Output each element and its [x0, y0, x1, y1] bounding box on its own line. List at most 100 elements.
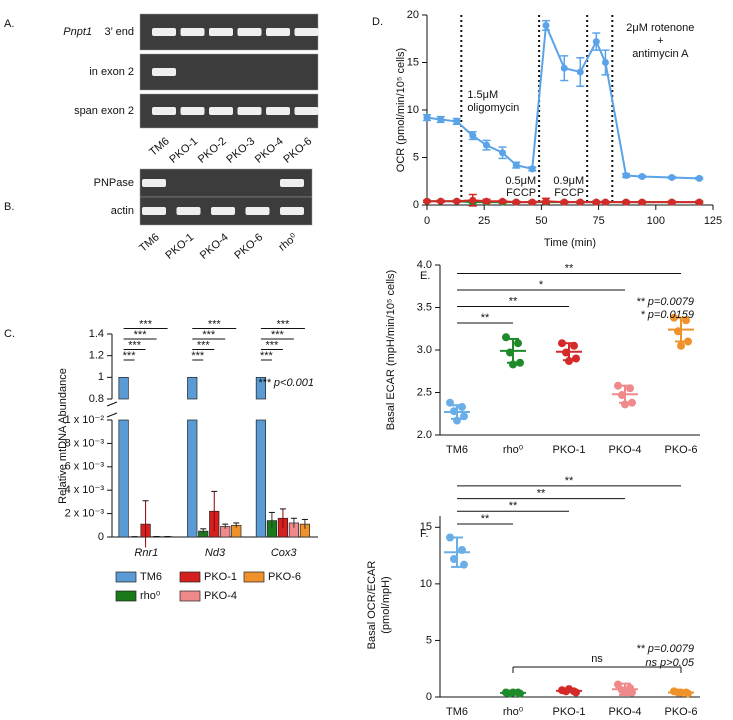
point	[668, 198, 676, 206]
bar	[187, 376, 198, 400]
x-tick-label: PKO-4	[608, 444, 641, 456]
gel-band	[266, 28, 290, 36]
x-tick-label: PKO-1	[552, 706, 585, 718]
significance-label: **	[509, 500, 518, 512]
panel-label: D.	[372, 16, 383, 28]
point	[622, 198, 630, 206]
point	[576, 198, 584, 206]
row-label: in exon 2	[89, 66, 134, 78]
point	[695, 174, 703, 182]
legend-label: PKO-4	[204, 590, 237, 602]
gel-band	[266, 107, 290, 115]
legend-label: PKO-6	[268, 571, 301, 583]
lane-label: PKO-1	[163, 231, 196, 261]
gel-band	[211, 207, 235, 215]
y-tick-label: 3.0	[417, 344, 432, 356]
point	[446, 533, 454, 542]
y-tick-label: 4.0	[417, 259, 432, 271]
point	[670, 313, 678, 322]
injection-label: antimycin A	[632, 48, 689, 60]
y-axis-title: Relative mtDNA Abundance	[57, 368, 69, 504]
point	[592, 198, 600, 206]
panel-label: E.	[420, 270, 430, 282]
bar	[255, 376, 267, 400]
significance-label: ***	[260, 350, 274, 362]
significance-label: ***	[202, 329, 216, 341]
gel-band	[294, 28, 319, 36]
legend-swatch	[179, 571, 201, 583]
y-tick-label: 2.0	[417, 429, 432, 441]
y-tick-label: 3.5	[417, 301, 432, 313]
significance-label: ***	[208, 318, 222, 330]
bar	[255, 419, 267, 538]
point	[469, 132, 477, 140]
injection-label: FCCP	[554, 187, 584, 199]
bar	[187, 419, 198, 538]
point	[668, 173, 676, 181]
legend-swatch	[243, 571, 265, 583]
lane-label: TM6	[137, 231, 162, 254]
significance-label: **	[565, 262, 574, 274]
point	[453, 197, 461, 205]
point	[423, 114, 431, 122]
bar	[118, 376, 129, 400]
axis-break	[106, 412, 118, 418]
point	[437, 197, 445, 205]
point	[622, 172, 630, 180]
x-tick-label: PKO-4	[608, 706, 641, 718]
point	[437, 116, 445, 123]
injection-label: 2μM rotenone	[626, 22, 694, 34]
lane-label: PKO-2	[196, 135, 229, 165]
legend-swatch	[179, 590, 201, 602]
significance-label: ***	[128, 339, 142, 351]
y-tick-label: 4 x 10⁻³	[65, 484, 105, 496]
x-tick-label: 50	[535, 215, 547, 227]
x-tick-label: PKO-6	[664, 706, 697, 718]
legend-swatch	[115, 571, 137, 583]
injection-label: 0.9μM	[553, 175, 584, 187]
legend-label: TM6	[140, 571, 162, 583]
panel-label: B.	[4, 201, 14, 213]
significance-label: ***	[197, 339, 211, 351]
group-label: ns	[591, 653, 603, 665]
y-tick-label: 2 x 10⁻³	[65, 508, 105, 520]
y-tick-label: 1	[98, 371, 104, 383]
y-tick-label: 0	[98, 531, 104, 543]
point	[614, 381, 622, 390]
point	[423, 197, 431, 205]
y-axis-title: (pmol/mpH)	[380, 576, 392, 633]
significance-label: **	[509, 295, 518, 307]
gel-band	[152, 107, 176, 115]
point	[514, 339, 522, 348]
lane-label: PKO-4	[198, 231, 231, 261]
x-tick-label: rho⁰	[503, 706, 524, 718]
point	[638, 173, 646, 180]
y-tick-label: 20	[407, 9, 419, 21]
x-tick-label: Cox3	[271, 547, 298, 559]
x-tick-label: 75	[592, 215, 604, 227]
injection-label: +	[657, 35, 663, 47]
y-tick-label: 1.2	[89, 350, 104, 362]
y-tick-label: 15	[407, 56, 419, 68]
lane-label: PKO-6	[232, 231, 265, 261]
y-tick-label: 10	[420, 578, 432, 590]
gel-band	[237, 107, 262, 115]
point	[502, 333, 510, 342]
gel-band	[176, 207, 201, 215]
significance-label: ***	[276, 318, 290, 330]
y-tick-label: 0	[426, 691, 432, 703]
point	[601, 59, 609, 66]
point	[453, 117, 461, 125]
y-tick-label: 1 x 10⁻²	[65, 414, 105, 426]
point	[458, 402, 466, 411]
bar	[118, 419, 129, 538]
gel-band	[180, 28, 205, 36]
lane-label: PKO-4	[253, 135, 286, 165]
point	[542, 21, 550, 29]
gel-band	[280, 207, 304, 215]
gel-band	[180, 107, 205, 115]
y-axis-title: OCR (pmol/min/10⁵ cells)	[395, 48, 407, 172]
x-tick-label: PKO-1	[552, 444, 585, 456]
significance-label: **	[565, 475, 574, 487]
